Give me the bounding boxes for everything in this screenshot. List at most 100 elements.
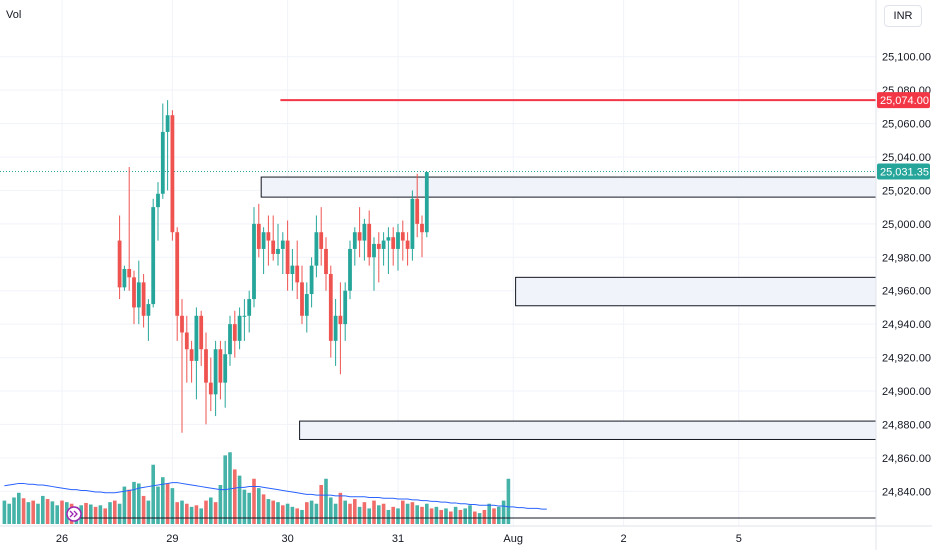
volume-bar [141, 495, 146, 524]
volume-bar [348, 503, 352, 524]
supply-demand-zone [299, 420, 877, 440]
volume-bar [41, 495, 45, 524]
volume-bar [146, 500, 151, 524]
supply-demand-zone [515, 276, 877, 307]
volume-bar [429, 508, 434, 524]
volume-bar [501, 500, 506, 524]
volume-bar [127, 489, 131, 524]
volume-bar [487, 503, 491, 524]
candle-body [333, 315, 338, 341]
candle-body [352, 232, 357, 249]
volume-bar [458, 509, 463, 524]
volume-bar [252, 478, 256, 524]
candle-body [376, 243, 381, 249]
candle-body [242, 315, 247, 317]
price-tick-label: 25,060.00 [882, 119, 931, 131]
volume-bar [180, 500, 184, 524]
volume-bar [21, 498, 26, 524]
volume-bar [362, 502, 367, 524]
volume-bar [353, 499, 357, 524]
candle-body [338, 315, 343, 325]
volume-bar [401, 500, 405, 524]
price-tick-label: 24,960.00 [882, 286, 931, 298]
volume-bar [492, 508, 496, 524]
candle-body [189, 349, 194, 361]
candle-body [319, 232, 324, 249]
candle-body [146, 304, 151, 316]
volume-bar [257, 488, 261, 524]
volume-bar [305, 502, 309, 524]
price-tick-label: 24,880.00 [882, 419, 931, 431]
candle-body [343, 290, 348, 325]
volume-bar [209, 497, 213, 524]
candle-body [381, 240, 386, 249]
candle-body [141, 282, 146, 316]
price-tick-label: 25,100.00 [882, 52, 931, 64]
volume-bar [329, 497, 333, 524]
volume-bar [497, 506, 501, 524]
candle-body [175, 232, 180, 316]
volume-bar [314, 503, 319, 524]
volume-bar [60, 500, 64, 524]
date-tick-label: Aug [503, 533, 523, 545]
price-tick-label: 25,020.00 [882, 185, 931, 197]
volume-bar [333, 503, 338, 524]
volume-indicator-label[interactable]: Vol [6, 9, 22, 21]
candle-body [324, 248, 328, 274]
candle-body [285, 240, 290, 274]
volume-bar [89, 504, 93, 524]
candle-body [420, 223, 424, 233]
volume-bar [357, 506, 362, 524]
candle-body [391, 237, 396, 249]
candle-body [165, 115, 170, 132]
candle-body [237, 315, 242, 341]
volume-bar [93, 506, 98, 524]
candle-body [208, 382, 213, 395]
volume-bar [266, 499, 271, 524]
volume-bar [290, 506, 295, 524]
currency-label: INR [893, 10, 913, 22]
volume-bar [396, 508, 400, 524]
volume-bar [7, 503, 11, 524]
candle-body [180, 315, 184, 333]
volume-bar [156, 486, 160, 524]
volume-bar [194, 505, 199, 524]
volume-bar [55, 505, 59, 524]
candle-body [295, 265, 300, 283]
candle-body [194, 315, 199, 361]
volume-bar [285, 503, 290, 524]
price-tick-label: 24,980.00 [882, 252, 931, 264]
price-tick-label: 24,940.00 [882, 319, 931, 331]
candle-body [136, 282, 141, 308]
volume-bar [506, 478, 511, 524]
volume-bar [36, 503, 40, 524]
price-tick-label: 24,860.00 [882, 453, 931, 465]
volume-bar [391, 506, 395, 524]
volume-bar [410, 502, 415, 524]
candle-body [232, 324, 237, 341]
candle-body [223, 354, 228, 383]
volume-bar [237, 475, 242, 524]
candle-body [132, 277, 136, 308]
last-price-badge [877, 163, 930, 180]
volume-bar [477, 513, 482, 524]
candle-body [396, 232, 400, 249]
candle-body [362, 223, 367, 241]
volume-bar [276, 502, 280, 524]
volume-bar [132, 481, 136, 524]
volume-bar [204, 500, 208, 524]
candle-body [160, 131, 165, 194]
currency-selector[interactable]: INR [884, 5, 922, 27]
candle-body [204, 349, 208, 383]
candle-body [170, 115, 175, 233]
volume-bar [122, 486, 127, 524]
volume-bar [137, 483, 141, 524]
volume-bar [420, 506, 424, 524]
price-tick-label: 25,040.00 [882, 152, 931, 164]
volume-bar [309, 500, 314, 524]
volume-bar [17, 492, 21, 524]
candle-body [348, 248, 352, 291]
candle-body [213, 349, 218, 395]
split-event-icon[interactable] [66, 506, 82, 522]
